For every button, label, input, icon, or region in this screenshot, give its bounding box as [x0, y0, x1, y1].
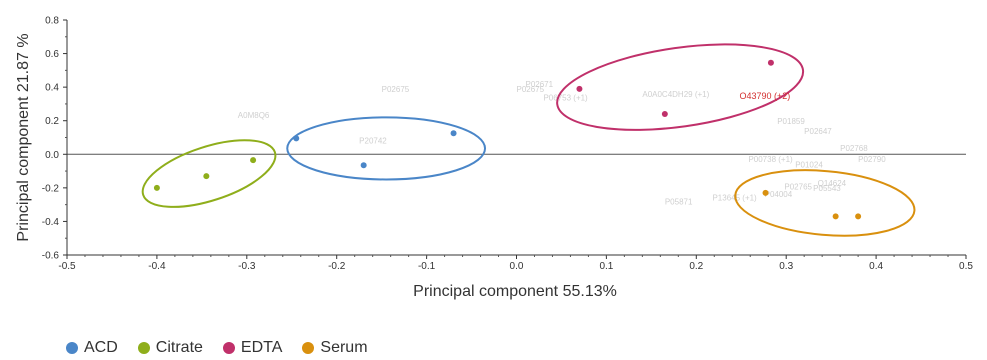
y-tick-label: 0.0 [45, 150, 59, 161]
x-tick-label: 0.0 [510, 261, 524, 272]
legend-label: Serum [320, 339, 368, 356]
legend-item-edta[interactable]: EDTA [222, 339, 283, 357]
legend-item-acd[interactable]: ACD [66, 339, 118, 357]
loading-label: P02675 [382, 85, 410, 94]
y-tick-label: -0.4 [42, 217, 60, 228]
acd-data-point[interactable] [293, 135, 300, 142]
legend-label: ACD [84, 339, 118, 356]
serum-data-point[interactable] [832, 213, 839, 220]
x-tick-label: -0.4 [148, 261, 166, 272]
legend-swatch [302, 342, 315, 354]
loading-label: P06753 (+1) [543, 94, 588, 103]
acd-data-point[interactable] [450, 130, 457, 137]
y-tick-label: -0.6 [42, 251, 60, 262]
x-tick-label: 0.2 [689, 261, 703, 272]
loading-label: P04004 [765, 190, 793, 199]
legend-label: EDTA [240, 339, 283, 356]
serum-data-point[interactable] [855, 213, 862, 220]
legend-label: Citrate [155, 339, 203, 356]
edta-data-point[interactable] [767, 59, 774, 66]
legend-swatch [222, 342, 235, 354]
acd-group-ellipse [286, 116, 487, 181]
loading-label: P02765 [784, 183, 812, 192]
loading-label: Q14624 [818, 179, 847, 188]
loading-label: P01024 [795, 161, 823, 170]
loading-label: P02671 [525, 80, 553, 89]
x-tick-label: -0.1 [418, 261, 436, 272]
legend-swatch [137, 342, 150, 354]
loading-label: P00738 (+1) [748, 155, 793, 164]
serum-group-ellipse [734, 169, 916, 237]
y-tick-label: 0.6 [45, 49, 59, 60]
loading-label: P02768 [840, 144, 868, 153]
y-tick-label: 0.4 [45, 83, 59, 94]
loading-label: P05871 [665, 198, 693, 207]
x-tick-label: 0.1 [599, 261, 613, 272]
serum-data-point[interactable] [762, 189, 769, 196]
edta-data-point[interactable] [576, 85, 583, 92]
loading-label: A0A0C4DH29 (+1) [642, 90, 709, 99]
citrate-data-point[interactable] [153, 184, 160, 191]
x-tick-label: 0.4 [869, 261, 883, 272]
x-tick-label: -0.3 [238, 261, 256, 272]
legend-item-citrate[interactable]: Citrate [137, 339, 203, 357]
loading-label: P20742 [359, 136, 387, 145]
legend-item-serum[interactable]: Serum [302, 339, 368, 357]
highlighted-loading-label: O43790 (+2) [739, 91, 790, 101]
loading-label: P05543 [813, 184, 841, 193]
loading-label: P02790 [858, 155, 886, 164]
citrate-group-ellipse [141, 139, 277, 208]
legend: ACD Citrate EDTA Serum [66, 339, 368, 357]
y-tick-label: 0.2 [45, 116, 59, 127]
x-tick-label: -0.2 [328, 261, 346, 272]
loading-label: A0M8Q6 [238, 111, 270, 120]
x-tick-label: -0.5 [58, 261, 76, 272]
y-tick-label: 0.8 [45, 16, 59, 27]
loading-label: P01859 [777, 117, 805, 126]
loading-label: P02647 [804, 127, 832, 136]
citrate-data-point[interactable] [250, 157, 257, 164]
x-tick-label: 0.3 [779, 261, 793, 272]
x-tick-label: 0.5 [959, 261, 973, 272]
y-tick-label: -0.2 [42, 183, 60, 194]
y-axis-title: Principal component 21.87 % [15, 33, 32, 241]
loading-label: P02675 [517, 85, 545, 94]
citrate-data-point[interactable] [203, 173, 210, 180]
x-axis-title: Principal component 55.13% [413, 283, 617, 300]
legend-swatch [66, 342, 78, 354]
edta-group-ellipse [556, 43, 805, 131]
edta-data-point[interactable] [661, 111, 668, 117]
acd-data-point[interactable] [360, 162, 367, 169]
